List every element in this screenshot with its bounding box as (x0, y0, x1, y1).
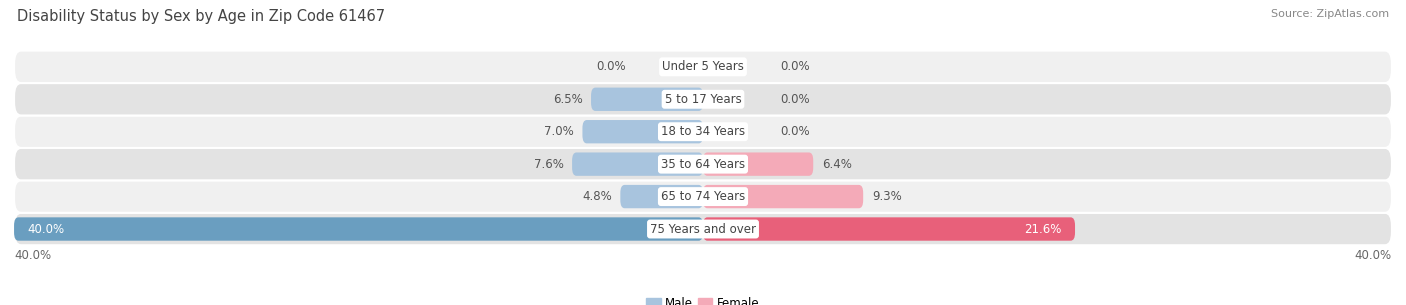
Text: 75 Years and over: 75 Years and over (650, 223, 756, 235)
FancyBboxPatch shape (591, 88, 703, 111)
FancyBboxPatch shape (14, 213, 1392, 245)
FancyBboxPatch shape (14, 180, 1392, 213)
Legend: Male, Female: Male, Female (647, 296, 759, 305)
FancyBboxPatch shape (572, 152, 703, 176)
FancyBboxPatch shape (14, 116, 1392, 148)
FancyBboxPatch shape (14, 83, 1392, 116)
Text: 6.5%: 6.5% (553, 93, 582, 106)
Text: 21.6%: 21.6% (1024, 223, 1062, 235)
Text: 7.0%: 7.0% (544, 125, 574, 138)
Text: 4.8%: 4.8% (582, 190, 612, 203)
Text: 40.0%: 40.0% (1355, 249, 1392, 262)
Text: 0.0%: 0.0% (596, 60, 626, 73)
Text: 0.0%: 0.0% (780, 125, 810, 138)
FancyBboxPatch shape (620, 185, 703, 208)
FancyBboxPatch shape (14, 148, 1392, 180)
Text: 7.6%: 7.6% (534, 158, 564, 170)
Text: 18 to 34 Years: 18 to 34 Years (661, 125, 745, 138)
FancyBboxPatch shape (582, 120, 703, 143)
Text: 6.4%: 6.4% (823, 158, 852, 170)
Text: Source: ZipAtlas.com: Source: ZipAtlas.com (1271, 9, 1389, 19)
Text: 40.0%: 40.0% (14, 249, 51, 262)
FancyBboxPatch shape (703, 217, 1076, 241)
Text: 40.0%: 40.0% (28, 223, 65, 235)
Text: 0.0%: 0.0% (780, 93, 810, 106)
FancyBboxPatch shape (14, 217, 703, 241)
Text: 35 to 64 Years: 35 to 64 Years (661, 158, 745, 170)
FancyBboxPatch shape (14, 51, 1392, 83)
FancyBboxPatch shape (703, 185, 863, 208)
Text: Disability Status by Sex by Age in Zip Code 61467: Disability Status by Sex by Age in Zip C… (17, 9, 385, 24)
Text: Under 5 Years: Under 5 Years (662, 60, 744, 73)
Text: 0.0%: 0.0% (780, 60, 810, 73)
Text: 5 to 17 Years: 5 to 17 Years (665, 93, 741, 106)
Text: 65 to 74 Years: 65 to 74 Years (661, 190, 745, 203)
FancyBboxPatch shape (703, 152, 813, 176)
Text: 9.3%: 9.3% (872, 190, 901, 203)
